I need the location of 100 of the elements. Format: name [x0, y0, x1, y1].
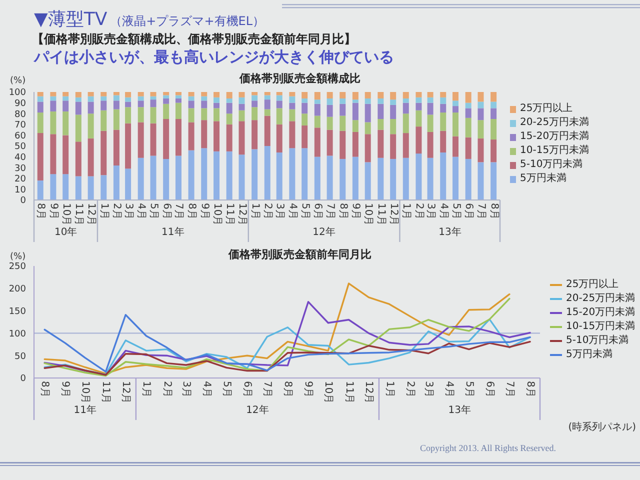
bar — [390, 119, 396, 134]
bar — [402, 102, 409, 114]
x-tick-label: 3月 — [122, 203, 134, 220]
bar — [175, 119, 182, 156]
bar — [452, 106, 459, 113]
bar — [37, 102, 44, 113]
bar — [364, 104, 371, 122]
x-tick-label: 12月 — [236, 203, 248, 226]
legend-label: 25万円以上 — [520, 103, 573, 114]
bar — [125, 92, 132, 98]
bar — [390, 100, 396, 105]
bar — [75, 92, 82, 98]
bar — [214, 92, 220, 98]
y-axis-title: (%) — [10, 252, 26, 262]
text: （液晶+プラズマ+有機EL） — [110, 14, 265, 28]
x-tick-label: 8月 — [488, 203, 500, 220]
bar — [302, 114, 308, 126]
bar — [125, 107, 132, 124]
bar — [402, 98, 409, 103]
bar — [252, 95, 258, 101]
bar — [314, 100, 320, 104]
bar — [37, 92, 44, 96]
bar — [352, 156, 358, 200]
chart-title: 価格帯別販売金額構成比 — [240, 72, 360, 85]
bar — [352, 92, 358, 100]
bar — [352, 102, 358, 120]
bar — [264, 146, 270, 200]
bar — [452, 136, 459, 157]
bar — [427, 102, 434, 115]
bar — [314, 116, 320, 128]
bar — [478, 138, 484, 162]
x-tick-label: 11月 — [224, 203, 236, 226]
bar — [138, 107, 144, 122]
x-tick-label: 5月 — [463, 381, 474, 398]
bar — [490, 162, 497, 200]
bar — [465, 137, 472, 159]
x-tick-label: 12月 — [120, 381, 132, 404]
bar — [314, 104, 320, 116]
bar — [364, 134, 371, 162]
x-tick-label: 4月 — [444, 381, 455, 398]
bar — [50, 174, 56, 200]
x-tick-label: 11月 — [100, 381, 112, 404]
bar — [75, 142, 82, 176]
y-tick-label: 30 — [14, 164, 26, 174]
x-tick-label: 4月 — [438, 203, 449, 220]
x-tick-label: 2月 — [404, 381, 416, 398]
bar — [378, 158, 384, 200]
bar — [326, 156, 333, 200]
legend-label: 15-20万円未満 — [520, 131, 590, 142]
bar — [314, 92, 320, 100]
bar — [478, 162, 484, 200]
text: 【価格帯別販売金額構成比、価格帯別販売金額前年同月比】 — [32, 32, 356, 46]
bar — [214, 108, 220, 122]
bar — [163, 92, 170, 96]
bar — [490, 92, 497, 102]
x-tick-label: 5月 — [221, 381, 232, 398]
x-tick-label: 10月 — [211, 203, 222, 226]
bar — [150, 156, 156, 200]
bar — [201, 96, 208, 101]
bar — [352, 120, 358, 132]
bar — [50, 111, 56, 134]
bar — [352, 100, 358, 103]
x-tick-label: 10月 — [362, 203, 374, 226]
bar — [276, 108, 282, 124]
bar — [75, 114, 82, 142]
bar — [465, 118, 472, 138]
x-tick-label: 12月 — [363, 381, 374, 404]
bar — [238, 154, 245, 200]
bar — [276, 100, 282, 108]
x-tick-label: 8月 — [337, 203, 348, 220]
bar — [252, 149, 258, 200]
bar — [427, 92, 434, 98]
bar — [252, 107, 258, 120]
x-tick-label: 2月 — [161, 381, 172, 398]
bar — [252, 100, 258, 108]
bar — [113, 100, 120, 110]
x-tick-label: 11月 — [343, 381, 354, 404]
legend-label: 5-10万円未満 — [520, 159, 583, 170]
x-tick-label: 5月 — [299, 203, 310, 220]
bar — [100, 130, 107, 176]
text: (時系列パネル) — [568, 422, 636, 433]
bar — [50, 134, 56, 174]
bar — [50, 100, 56, 112]
bar — [37, 180, 44, 200]
bar — [364, 162, 371, 200]
bar — [289, 109, 296, 122]
bar — [452, 92, 459, 101]
x-tick-label: 3月 — [425, 203, 436, 220]
bar — [226, 114, 232, 124]
bar — [452, 100, 459, 106]
bar — [113, 165, 120, 200]
x-tick-label: 2月 — [262, 203, 274, 220]
bar — [364, 98, 371, 104]
bar — [416, 92, 422, 98]
bar — [163, 158, 170, 200]
bar — [100, 100, 107, 110]
bar — [214, 102, 220, 108]
bar — [226, 92, 232, 98]
text: ▼薄型TV — [34, 9, 108, 30]
bar — [440, 112, 446, 131]
